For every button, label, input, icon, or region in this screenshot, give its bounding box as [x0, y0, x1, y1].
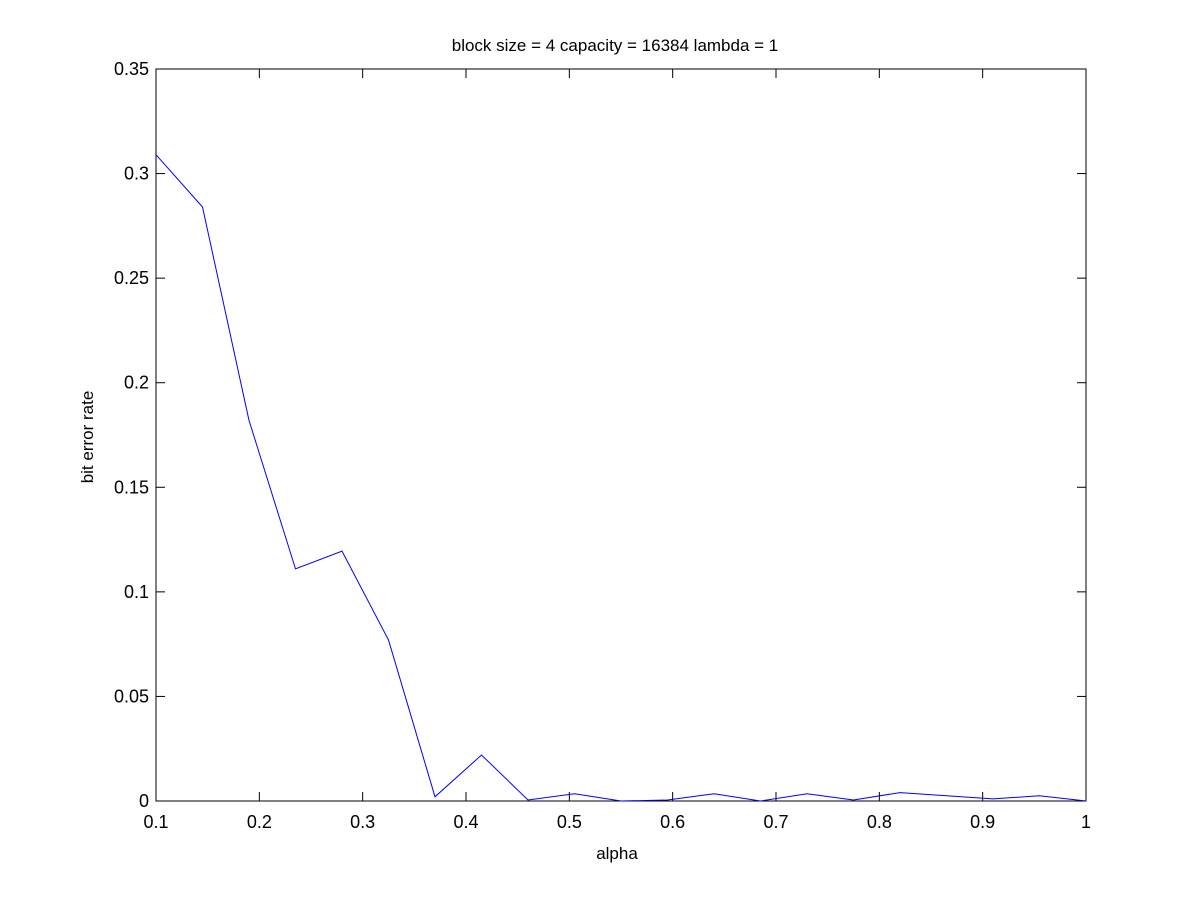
y-tick-label: 0.05 — [114, 686, 149, 706]
y-tick-label: 0 — [139, 791, 149, 811]
y-tick-label: 0.35 — [114, 59, 149, 79]
y-axis-label: bit error rate — [78, 391, 97, 484]
x-tick-label: 0.9 — [970, 812, 995, 832]
x-tick-label: 0.3 — [350, 812, 375, 832]
x-tick-label: 0.1 — [143, 812, 168, 832]
x-tick-label: 0.6 — [660, 812, 685, 832]
y-tick-label: 0.15 — [114, 477, 149, 497]
x-tick-label: 0.2 — [247, 812, 272, 832]
x-tick-label: 0.4 — [453, 812, 478, 832]
y-tick-label: 0.2 — [124, 373, 149, 393]
series-line — [155, 154, 1087, 802]
axes-box — [155, 68, 1087, 802]
x-tick-label: 0.8 — [867, 812, 892, 832]
y-tick-label: 0.1 — [124, 582, 149, 602]
x-axis-label: alpha — [596, 844, 638, 863]
y-tick-label: 0.3 — [124, 164, 149, 184]
x-tick-label: 0.7 — [763, 812, 788, 832]
x-tick-label: 0.5 — [557, 812, 582, 832]
y-tick-label: 0.25 — [114, 268, 149, 288]
chart-title: block size = 4 capacity = 16384 lambda =… — [452, 36, 779, 55]
x-tick-label: 1 — [1081, 812, 1091, 832]
